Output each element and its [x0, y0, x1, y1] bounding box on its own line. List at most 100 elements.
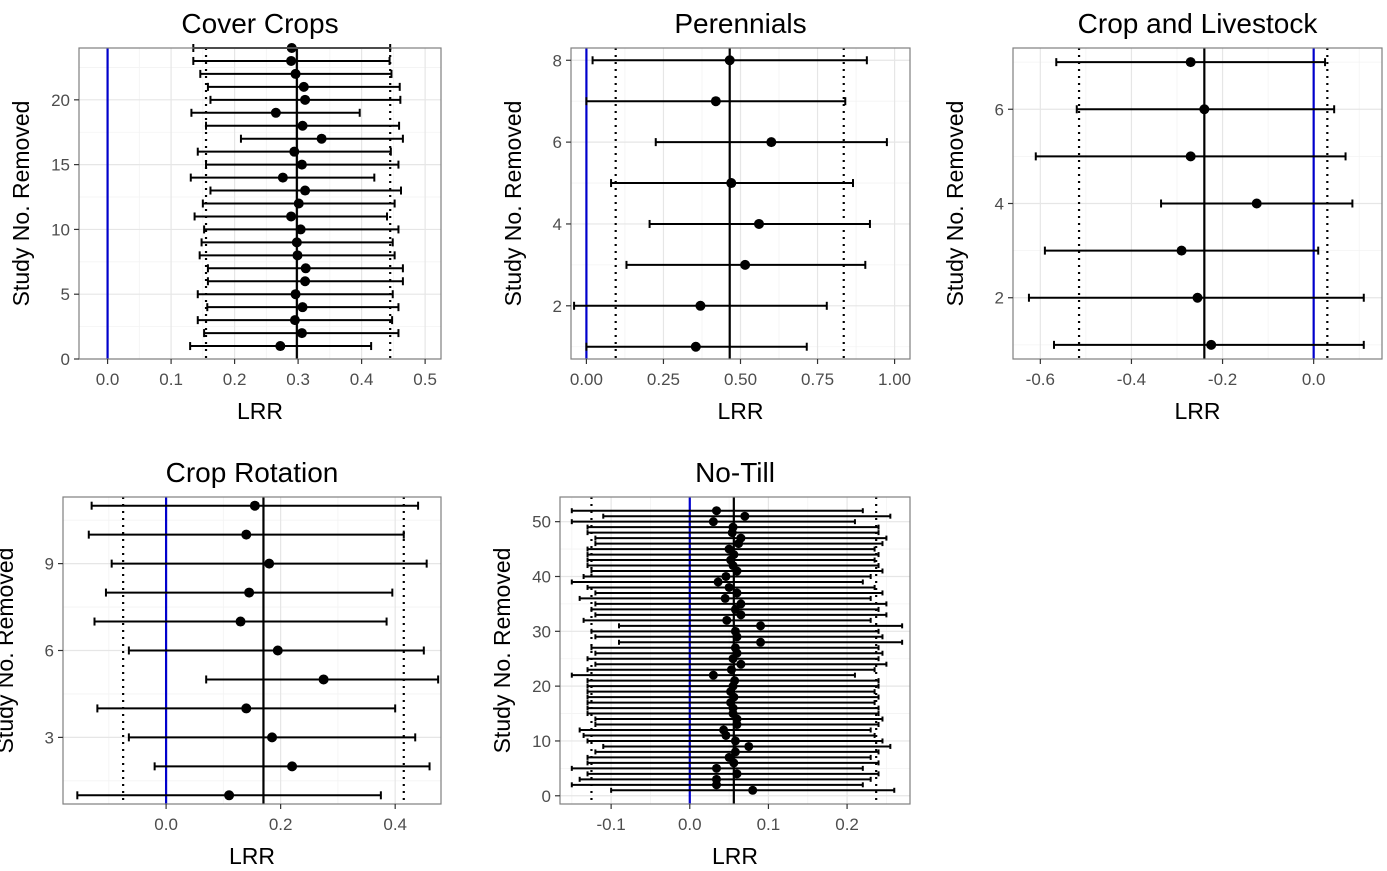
- estimate-point: [726, 665, 736, 675]
- panel-4: 0.0 0.2 0.4 3 6 9 Crop Rotation LRR Study No. Re…: [0, 457, 442, 869]
- estimate-point: [724, 544, 734, 554]
- estimate-point: [1192, 292, 1203, 303]
- estimate-point: [710, 96, 721, 107]
- y-tick-label: 20: [532, 677, 551, 696]
- x-axis: -0.1 0.0 0.1 0.2: [596, 804, 859, 834]
- x-tick-label: 1.00: [878, 370, 911, 389]
- y-axis: 0 5 10 15 20: [51, 91, 79, 369]
- panel-title: Perennials: [674, 8, 806, 39]
- x-axis-label: LRR: [229, 843, 275, 869]
- estimate-point: [293, 198, 304, 209]
- panel-title: Crop Rotation: [166, 457, 339, 488]
- estimate-point: [300, 263, 311, 274]
- estimate-point: [730, 676, 740, 686]
- x-tick-label: 0.3: [286, 370, 310, 389]
- estimate-point: [756, 637, 766, 647]
- estimate-point: [728, 522, 738, 532]
- estimate-point: [726, 178, 737, 189]
- estimate-point: [291, 237, 302, 248]
- x-tick-label: 0.00: [570, 370, 603, 389]
- x-tick-label: 0.2: [269, 815, 293, 834]
- estimate-point: [720, 593, 730, 603]
- panel-5: -0.1 0.0 0.1 0.2 0 10 20 30 40 50 No-Till LRR Study …: [489, 457, 911, 869]
- x-tick-label: -0.6: [1026, 370, 1055, 389]
- estimate-point: [713, 577, 723, 587]
- y-axis: 2 4 6: [995, 100, 1013, 308]
- x-axis: 0.0 0.2 0.4: [154, 804, 407, 834]
- y-tick-label: 4: [995, 195, 1004, 214]
- estimate-point: [766, 137, 777, 148]
- panel-1: 0.0 0.1 0.2 0.3 0.4 0.5 0 5 10 15 20 Cover Crops LRR…: [8, 8, 442, 424]
- estimate-point: [1185, 151, 1196, 162]
- estimate-point: [708, 517, 718, 527]
- y-tick-label: 15: [51, 156, 70, 175]
- x-tick-label: -0.1: [596, 815, 625, 834]
- estimate-point: [318, 674, 329, 685]
- estimate-point: [736, 610, 746, 620]
- estimate-point: [316, 133, 327, 144]
- y-tick-label: 3: [45, 728, 54, 747]
- x-axis-label: LRR: [1174, 398, 1220, 424]
- estimate-point: [721, 571, 731, 581]
- x-tick-label: 0.50: [724, 370, 757, 389]
- estimate-point: [267, 732, 278, 743]
- x-axis-label: LRR: [717, 398, 763, 424]
- panel-border: [78, 47, 442, 360]
- estimate-point: [724, 582, 734, 592]
- estimate-point: [736, 659, 746, 669]
- estimate-point: [730, 604, 740, 614]
- estimate-point: [690, 341, 701, 352]
- estimate-point: [224, 790, 235, 801]
- data-marks: [570, 506, 904, 795]
- estimate-point: [264, 558, 275, 569]
- x-axis-label: LRR: [712, 843, 758, 869]
- estimate-point: [732, 769, 742, 779]
- x-tick-label: 0.2: [223, 370, 247, 389]
- y-tick-label: 40: [532, 567, 551, 586]
- estimate-point: [270, 107, 281, 118]
- y-tick-label: 30: [532, 622, 551, 641]
- x-axis: 0.00 0.25 0.50 0.75 1.00: [570, 359, 911, 389]
- x-tick-label: 0.25: [647, 370, 680, 389]
- y-tick-label: 6: [995, 100, 1004, 119]
- data-marks: [1027, 57, 1365, 350]
- x-tick-label: 0.0: [1302, 370, 1326, 389]
- estimate-point: [730, 736, 740, 746]
- estimate-point: [730, 626, 740, 636]
- estimate-point: [708, 670, 718, 680]
- estimate-point: [241, 703, 252, 714]
- panel-title: No-Till: [695, 457, 775, 488]
- estimate-point: [722, 615, 732, 625]
- x-tick-label: -0.4: [1117, 370, 1146, 389]
- x-tick-label: 0.0: [96, 370, 120, 389]
- y-tick-label: 5: [61, 285, 70, 304]
- estimate-point: [295, 224, 306, 235]
- estimate-point: [297, 302, 308, 313]
- x-tick-label: 0.5: [413, 370, 437, 389]
- panel-border: [559, 496, 911, 805]
- estimate-point: [712, 506, 722, 516]
- estimate-point: [241, 529, 252, 540]
- estimate-point: [756, 621, 766, 631]
- estimate-point: [289, 315, 300, 326]
- y-tick-label: 4: [553, 215, 562, 234]
- estimate-point: [724, 55, 735, 66]
- panel-3: -0.6 -0.4 -0.2 0.0 2 4 6 Crop and Livestock LRR S…: [942, 8, 1383, 424]
- estimate-point: [275, 341, 286, 352]
- estimate-point: [740, 259, 751, 270]
- y-axis-label: Study No. Removed: [0, 548, 18, 754]
- estimate-point: [736, 599, 746, 609]
- x-tick-label: 0.0: [154, 815, 178, 834]
- estimate-point: [300, 185, 311, 196]
- panel-title: Cover Crops: [181, 8, 338, 39]
- estimate-point: [277, 172, 288, 183]
- estimate-point: [736, 533, 746, 543]
- y-axis: 0 10 20 30 40 50: [532, 513, 560, 806]
- estimate-point: [289, 146, 300, 157]
- estimate-point: [249, 500, 260, 511]
- x-axis: -0.6 -0.4 -0.2 0.0: [1026, 359, 1326, 389]
- x-tick-label: 0.75: [801, 370, 834, 389]
- estimate-point: [235, 616, 246, 627]
- y-tick-label: 20: [51, 91, 70, 110]
